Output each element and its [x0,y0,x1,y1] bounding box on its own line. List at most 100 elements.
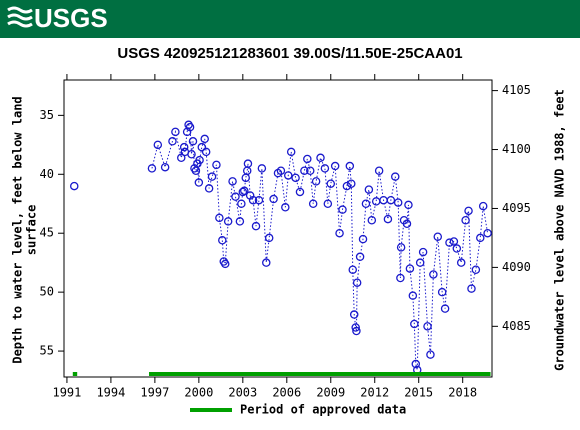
data-point [201,147,211,157]
plot-frame [63,79,493,378]
data-point [194,178,204,187]
data-point [352,326,361,336]
data-point [410,319,419,329]
logo-text: USGS [34,3,108,33]
data-point [237,199,246,208]
data-point [352,278,362,287]
x-tick-label: 1994 [96,386,125,400]
data-point [483,228,492,238]
data-point [284,171,293,180]
data-point [429,270,438,279]
data-point [215,213,224,223]
data-point [338,205,347,214]
data-point [323,199,333,208]
data-point [191,166,201,175]
data-point [300,166,309,175]
y2-tick-label: 4090 [502,260,531,274]
data-point [262,258,271,267]
data-point [243,159,253,168]
data-point [207,172,217,181]
data-point [364,185,374,194]
data-point [355,252,365,262]
data-point [303,154,312,164]
x-tick-label: 1997 [140,386,169,400]
y-tick-label: 45 [40,226,54,240]
data-point [308,199,318,208]
data-point [393,198,403,207]
data-point [347,179,356,188]
data-point [240,186,249,196]
y2-tick-label: 4100 [502,142,531,156]
header-band [0,0,580,38]
data-point [467,284,476,293]
logo: USGS [7,3,108,33]
data-point [257,164,267,173]
data-point [345,161,355,171]
data-point [404,200,413,210]
data-point [147,164,157,173]
x-tick-label: 2012 [360,386,389,400]
data-point [396,243,406,252]
chart-title: USGS 420925121283601 39.00S/11.50E-25CAA… [117,45,462,62]
data-point [316,153,325,163]
y-tick-label: 40 [40,167,54,181]
data-point [348,265,358,274]
data-point [383,214,393,224]
data-point [70,181,79,191]
data-point [179,142,189,152]
x-tick-label: 2009 [316,386,345,400]
data-point [251,221,261,231]
y-tick-label: 35 [40,108,54,122]
data-point [386,195,396,205]
x-tick-label: 2000 [184,386,213,400]
data-point [478,201,488,211]
data-point [361,199,371,208]
data-point [223,217,233,226]
data-point [311,177,321,186]
data-point [197,142,207,152]
data-point [476,233,485,243]
data-point [177,153,186,163]
data-point [471,265,481,274]
data-point [423,322,432,331]
data-point [305,166,315,175]
data-point [411,359,421,369]
y-tick-label: 55 [40,344,54,358]
data-point [204,184,214,193]
data-point [269,194,278,204]
y2-tick-label: 4105 [502,83,531,97]
x-tick-label: 1991 [52,386,81,400]
data-point [391,172,400,181]
data-point [171,127,180,137]
y-axis-label: surface [25,205,39,256]
data-point [286,147,296,157]
legend-label: Period of approved data [240,403,406,417]
y-axis-label: Depth to water level, feet below land [11,96,25,363]
data-point [187,149,196,159]
data-point [335,228,344,238]
data-point [415,258,425,267]
data-point [231,192,240,201]
data-point [426,350,435,359]
y2-tick-label: 4095 [502,201,531,215]
data-point [351,323,360,332]
data-point [281,203,290,212]
data-point [291,173,300,183]
data-point [326,179,336,188]
data-point [418,247,428,257]
data-point [437,287,447,297]
data-point [440,304,450,313]
data-point [461,215,470,225]
data-point [188,137,198,146]
data-point [153,140,163,150]
data-point [264,233,274,243]
data-point [464,206,473,216]
data-point [445,238,454,247]
data-point [405,264,415,273]
data-point [449,237,459,246]
data-point [330,161,340,171]
data-point [408,291,418,300]
data-point [349,310,359,319]
data-point [367,215,377,225]
